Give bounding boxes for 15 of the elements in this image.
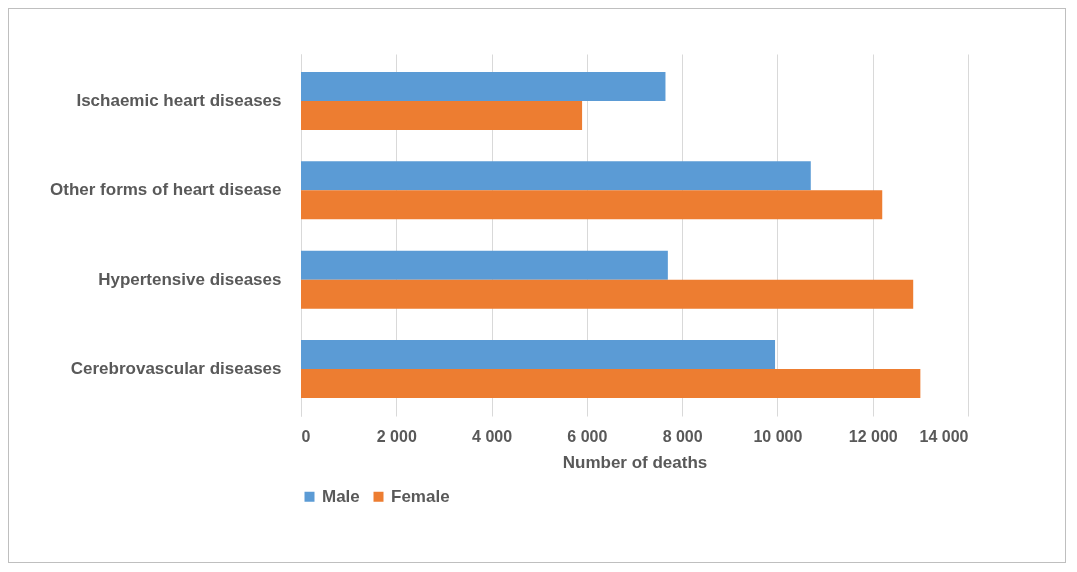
y-tick-label: Cerebrovascular diseases (70, 359, 282, 379)
x-tick-label: 14 000 (919, 427, 969, 445)
y-tick-label: Hypertensive diseases (98, 269, 282, 289)
x-axis-title: Number of deaths (562, 452, 708, 472)
x-tick-label: 4 000 (472, 427, 513, 445)
x-tick-label: 2 000 (376, 427, 417, 445)
x-tick-label: 8 000 (662, 427, 703, 445)
legend-label: Male (322, 486, 360, 506)
x-tick-label: 12 000 (848, 427, 898, 445)
legend-label: Female (391, 486, 450, 506)
x-tick-label: 0 (301, 427, 311, 445)
y-tick-label: Other forms of heart disease (50, 180, 282, 200)
x-tick-label: 10 000 (753, 427, 803, 445)
y-tick-label: Ischaemic heart diseases (76, 90, 282, 110)
x-tick-label: 6 000 (567, 427, 608, 445)
